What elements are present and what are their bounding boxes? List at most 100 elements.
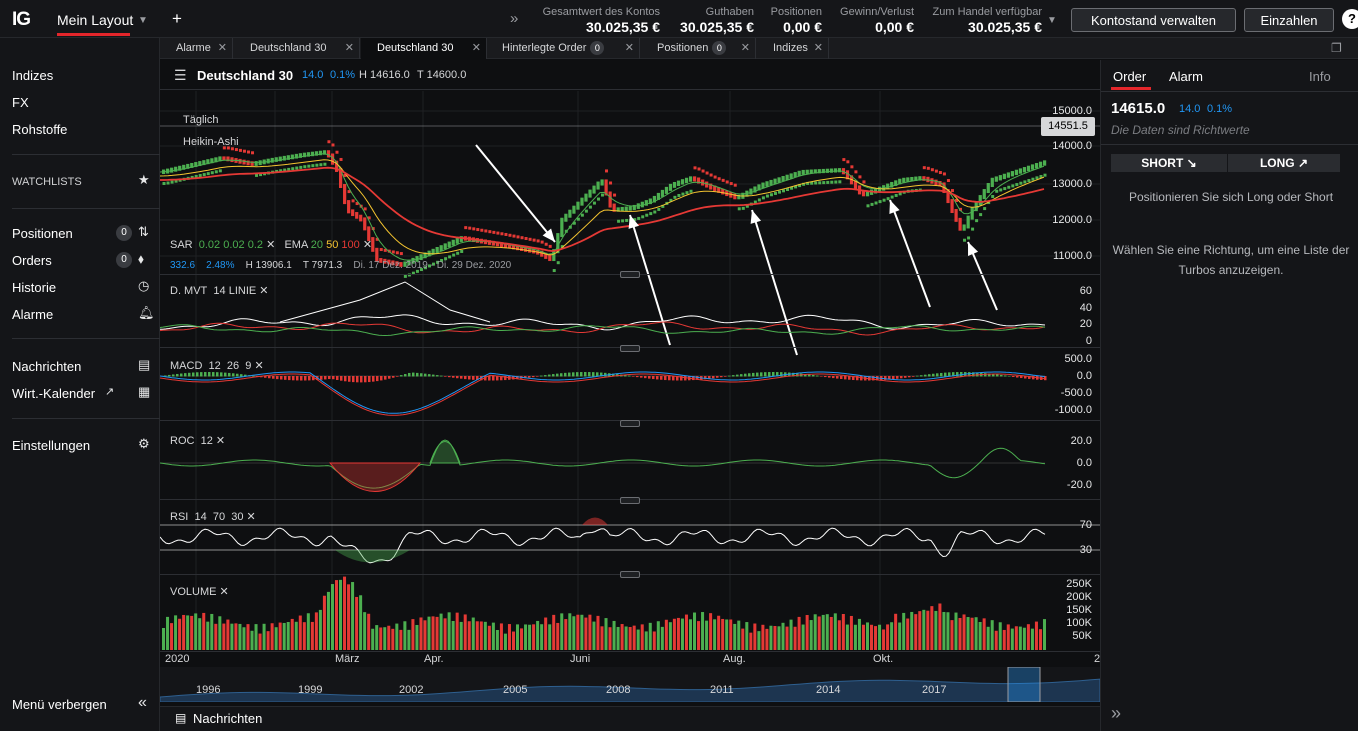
panel-resize-handle[interactable] <box>620 345 640 352</box>
help-icon[interactable]: ? <box>1342 9 1358 29</box>
sidebar-item-fx[interactable]: FX <box>12 95 29 110</box>
tab-pending-orders[interactable]: Hinterlegte Order 0 ✕ <box>488 38 640 59</box>
close-icon[interactable]: ✕ <box>217 42 227 54</box>
candle <box>801 169 805 175</box>
tab-order[interactable]: Order <box>1113 69 1147 84</box>
manage-account-button[interactable]: Kontostand verwalten <box>1071 8 1236 32</box>
sidebar-item-positions[interactable]: Positionen <box>12 226 73 241</box>
tab-deutschland30-a[interactable]: Deutschland 30 ✕ <box>234 38 360 59</box>
close-icon[interactable]: ✕ <box>344 42 354 54</box>
hide-menu-button[interactable]: Menü verbergen <box>12 697 107 712</box>
candle <box>487 240 492 245</box>
sar-dot <box>950 189 954 193</box>
roc-label[interactable]: ROC 12 ✕ <box>170 435 226 447</box>
macd-histogram-bar <box>900 376 903 379</box>
volume-bar <box>861 624 865 650</box>
close-icon[interactable]: ✕ <box>362 239 373 251</box>
close-icon[interactable]: ✕ <box>471 42 481 54</box>
sidebar-item-calendar[interactable]: Wirt.-Kalender <box>12 386 96 401</box>
newspaper-icon[interactable]: ▤ <box>175 711 187 725</box>
short-button[interactable]: SHORT ↘ <box>1111 154 1227 172</box>
rsi-line <box>160 527 1046 564</box>
volume-bar <box>982 618 986 650</box>
chart-area[interactable]: ☰ Deutschland 30 14.0 0.1% H 14616.0 T 1… <box>160 60 1100 706</box>
expand-stats-icon[interactable]: » <box>510 10 519 27</box>
volume-bar <box>644 631 648 650</box>
tag-icon: ⬧ <box>138 251 144 266</box>
sidebar-item-orders[interactable]: Orders <box>12 253 52 268</box>
dmvt-label[interactable]: D. MVT 14 LINIE ✕ <box>170 285 269 297</box>
close-icon[interactable]: ✕ <box>259 285 269 297</box>
sidebar-item-news[interactable]: Nachrichten <box>12 359 82 374</box>
hamburger-menu-icon[interactable]: ☰ <box>174 67 187 83</box>
panel-resize-handle[interactable] <box>620 497 640 504</box>
sar-dot <box>798 184 802 188</box>
sidebar-item-watchlists[interactable]: WATCHLISTS <box>12 176 82 188</box>
popout-icon[interactable]: ❐ <box>1331 41 1342 55</box>
interval-label[interactable]: Täglich <box>183 114 219 126</box>
collapse-panel-icon[interactable]: » <box>1111 703 1122 723</box>
stat-balance: Guthaben 30.025,35 € <box>680 6 754 35</box>
sar-dot <box>765 194 769 198</box>
ig-logo[interactable]: IG <box>12 9 31 30</box>
tab-info[interactable]: Info <box>1309 69 1331 84</box>
deposit-button[interactable]: Einzahlen <box>1244 8 1334 32</box>
rsi-label[interactable]: RSI 14 70 30 ✕ <box>170 511 256 523</box>
chevron-down-icon[interactable]: ▼ <box>1047 15 1057 26</box>
double-chevron-left-icon[interactable]: « <box>138 694 147 711</box>
close-icon[interactable]: ✕ <box>740 42 750 54</box>
close-icon[interactable]: ✕ <box>219 586 229 598</box>
volume-bar <box>769 625 773 650</box>
sar-indicator-label[interactable]: SAR 0.02 0.02 0.2 ✕ EMA 20 50 100 ✕ <box>170 239 373 251</box>
sidebar-item-alarms[interactable]: Alarme <box>12 307 54 322</box>
candle <box>206 159 210 165</box>
volume-bar <box>258 633 262 650</box>
volume-bar <box>986 626 990 650</box>
volume-label[interactable]: VOLUME ✕ <box>170 586 229 598</box>
macd-histogram-bar <box>184 373 187 377</box>
tab-alarm[interactable]: Alarm <box>1169 69 1203 84</box>
time-navigator[interactable]: 1996 1999 2002 2005 2008 2011 2014 2017 <box>160 667 1100 702</box>
sar-dot <box>1031 177 1035 181</box>
chevron-down-icon[interactable]: ▼ <box>138 15 148 26</box>
sar-dot <box>230 147 234 151</box>
news-panel-toggle[interactable]: Nachrichten <box>193 711 263 726</box>
tab-deutschland30-b[interactable]: Deutschland 30 ✕ <box>361 38 487 59</box>
volume-bar <box>837 620 841 650</box>
macd-histogram-bar <box>384 376 387 380</box>
long-button[interactable]: LONG ↗ <box>1228 154 1340 172</box>
star-icon[interactable]: ★ <box>138 172 150 187</box>
volume-bar <box>214 623 218 650</box>
panel-resize-handle[interactable] <box>620 571 640 578</box>
sidebar-item-indices[interactable]: Indizes <box>12 68 54 83</box>
layout-underline <box>57 33 130 36</box>
macd-label[interactable]: MACD 12 26 9 ✕ <box>170 360 264 372</box>
panel-resize-handle[interactable] <box>620 271 640 278</box>
layout-selector[interactable]: Mein Layout <box>57 12 134 28</box>
add-layout-button[interactable]: + <box>172 9 182 28</box>
tab-positions[interactable]: Positionen 0 ✕ <box>641 38 756 59</box>
macd-histogram-bar <box>820 376 823 377</box>
macd-histogram-bar <box>204 372 207 377</box>
candle <box>1010 171 1015 177</box>
sidebar-item-settings[interactable]: Einstellungen <box>12 438 91 453</box>
sidebar-item-history[interactable]: Historie <box>12 280 57 295</box>
navigator-selection[interactable] <box>1007 667 1041 702</box>
tab-alarms[interactable]: Alarme ✕ <box>160 38 233 59</box>
close-icon[interactable]: ✕ <box>266 239 276 251</box>
sidebar-item-commodities[interactable]: Rohstoffe <box>12 122 68 137</box>
close-icon[interactable]: ✕ <box>624 42 634 54</box>
close-icon[interactable]: ✕ <box>246 511 256 523</box>
close-icon[interactable]: ✕ <box>254 360 264 372</box>
tab-indices[interactable]: Indizes ✕ <box>757 38 829 59</box>
volume-bar <box>994 630 998 650</box>
sar-dot <box>174 179 178 183</box>
chart-style-label[interactable]: Heikin-Ashi <box>183 136 239 148</box>
sar-dot <box>315 163 319 167</box>
panel-resize-handle[interactable] <box>620 420 640 427</box>
close-icon[interactable]: ✕ <box>813 42 823 54</box>
navigator-year: 2017 <box>922 684 947 696</box>
close-icon[interactable]: ✕ <box>215 435 226 447</box>
volume-bar <box>435 616 439 650</box>
volume-bar <box>773 626 777 650</box>
